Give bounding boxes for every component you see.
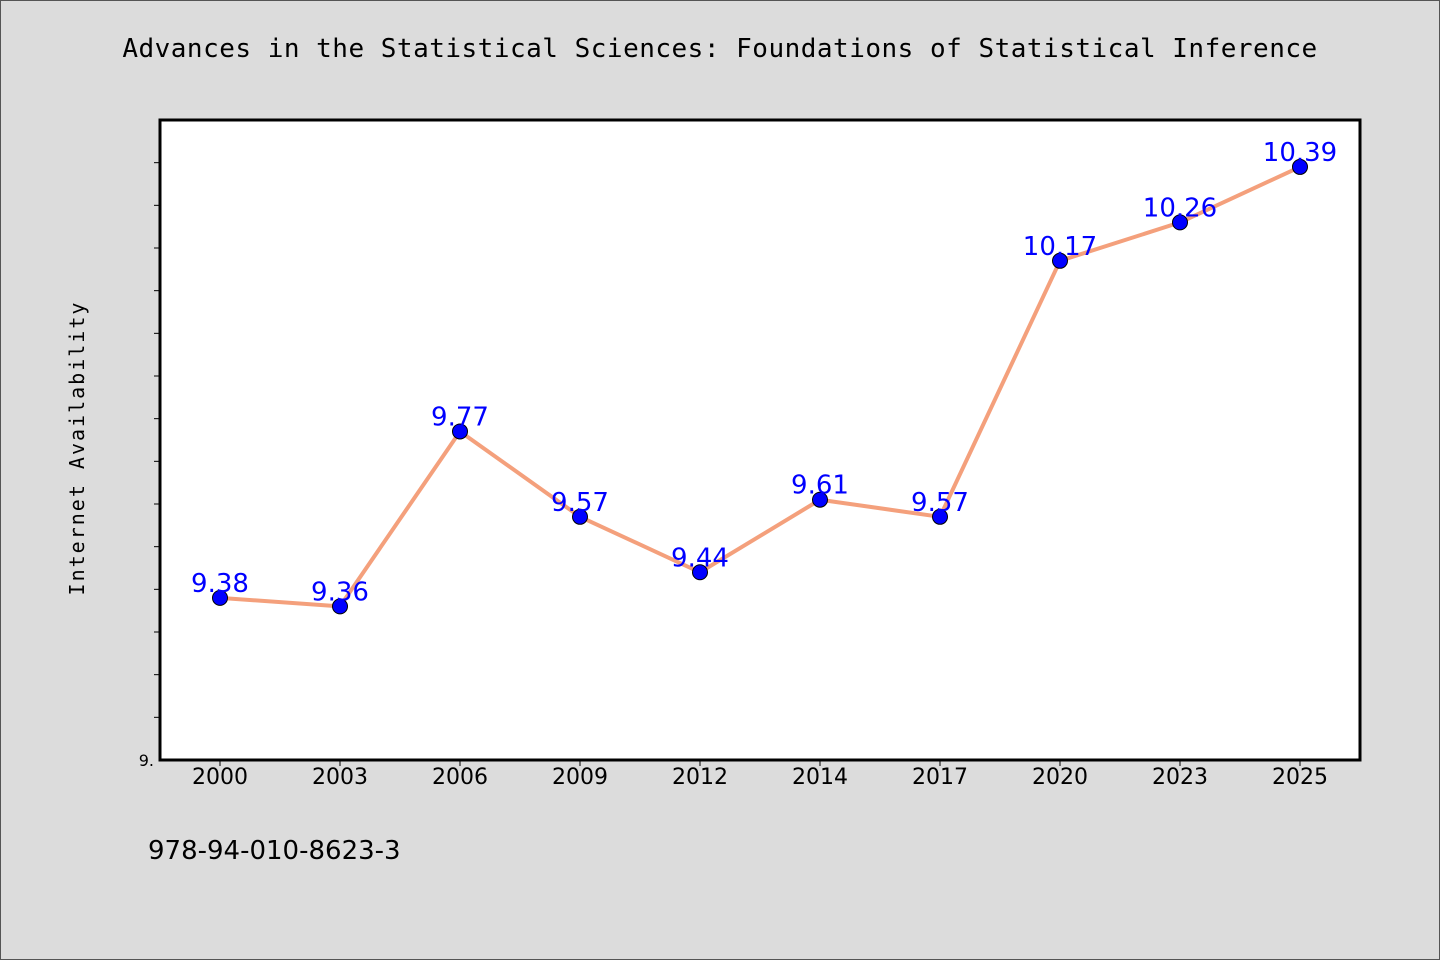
data-label: 9.61 <box>791 471 849 501</box>
data-label: 9.57 <box>551 488 609 518</box>
data-point <box>1292 158 1308 175</box>
data-label: 10.39 <box>1263 138 1337 168</box>
chart-title: Advances in the Statistical Sciences: Fo… <box>122 34 1318 64</box>
data-label: 10.26 <box>1143 193 1217 223</box>
data-label: 9.38 <box>191 569 249 599</box>
data-point <box>212 589 228 606</box>
y-tick-label: 9. <box>139 751 154 770</box>
x-tick-label: 2000 <box>192 765 248 790</box>
x-tick-label: 2023 <box>1152 765 1208 790</box>
data-point <box>932 508 948 525</box>
data-label: 9.77 <box>431 402 489 432</box>
x-tick-label: 2006 <box>432 765 488 790</box>
isbn-text: 978-94-010-8623-3 <box>148 836 401 866</box>
x-tick-label: 2014 <box>792 765 848 790</box>
data-label: 9.57 <box>911 488 969 518</box>
x-tick-label: 2025 <box>1272 765 1328 790</box>
data-point <box>452 423 468 440</box>
x-tick-label: 2020 <box>1032 765 1088 790</box>
data-point <box>692 564 708 581</box>
plot-area <box>158 118 1362 762</box>
data-point <box>1172 214 1188 231</box>
x-tick-label: 2003 <box>312 765 368 790</box>
x-axis-ticks: 2000 2003 2006 2009 2012 2014 2017 2020 2023 2025 <box>192 760 1328 790</box>
series-line <box>219 165 1301 609</box>
data-point <box>1052 252 1068 269</box>
x-tick-label: 2012 <box>672 765 728 790</box>
x-tick-label: 2017 <box>912 765 968 790</box>
data-markers <box>212 158 1308 615</box>
data-point <box>572 508 588 525</box>
data-label: 9.36 <box>311 577 369 607</box>
data-labels: 9.38 9.36 9.77 9.57 9.44 9.61 9.57 10.17 10.26 10… <box>191 138 1337 607</box>
data-point <box>812 491 828 508</box>
data-label: 10.17 <box>1023 232 1097 262</box>
data-point <box>332 598 348 615</box>
x-tick-label: 2009 <box>552 765 608 790</box>
data-label: 9.44 <box>671 543 729 573</box>
y-axis-ticks: 9. <box>139 162 160 770</box>
